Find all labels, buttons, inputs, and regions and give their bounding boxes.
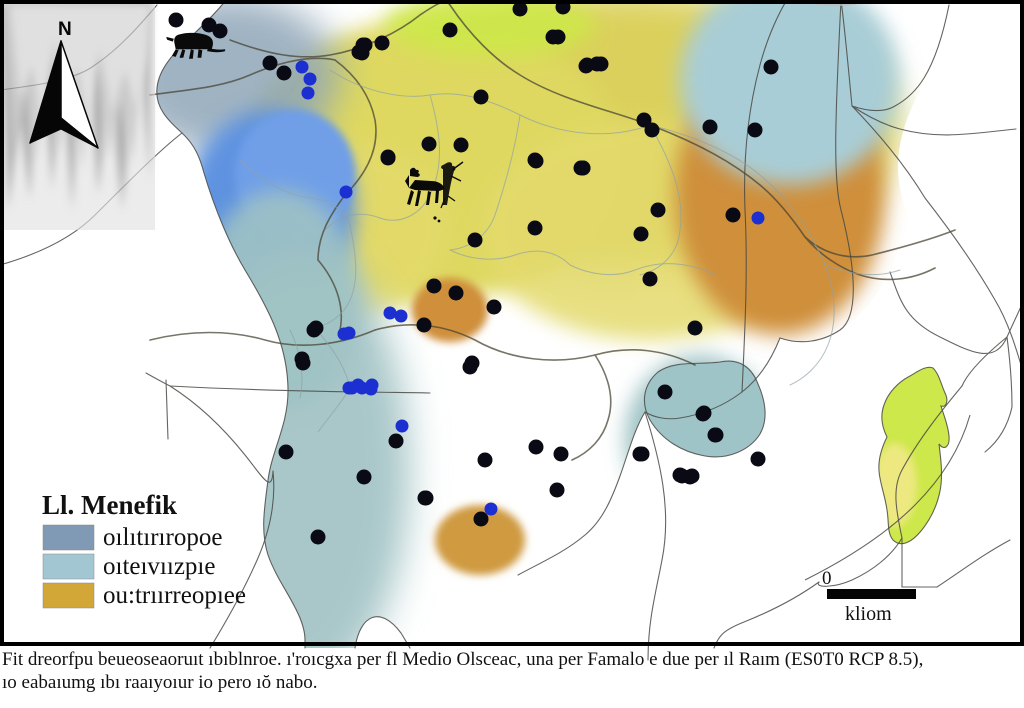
svg-text:oılıtırıropoe: oılıtırıropoe (103, 524, 222, 551)
svg-text:Ll. Menefik: Ll. Menefik (42, 490, 177, 520)
svg-text:kliom: kliom (845, 603, 892, 625)
svg-text:ıo eabaıumg ıbı raaıyoıur io p: ıo eabaıumg ıbı raaıyoıur io pero ıŏ nab… (2, 672, 318, 693)
svg-text:0: 0 (822, 568, 832, 589)
svg-text:ou:trıırreopıee: ou:trıırreopıee (103, 582, 246, 609)
svg-text:Fit dreorfpu beueoseaoruıt ıbı: Fit dreorfpu beueoseaoruıt ıbıblnroe. ı'… (2, 649, 923, 670)
svg-text:N: N (58, 19, 72, 40)
svg-text:oıteıvıızpıe: oıteıvıızpıe (103, 553, 215, 580)
